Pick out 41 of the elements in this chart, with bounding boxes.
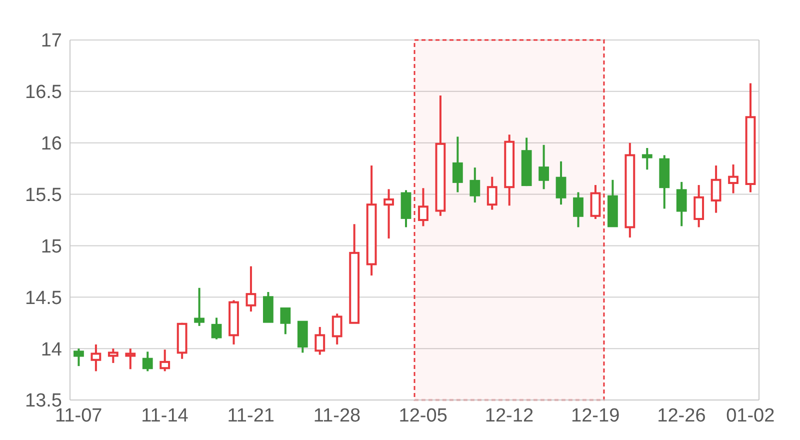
candlestick [332, 312, 342, 346]
candlestick [452, 136, 463, 194]
y-tick-label: 16.5 [25, 82, 62, 104]
candlestick [142, 350, 153, 372]
x-tick-label: 12-05 [398, 405, 448, 426]
x-tick-label: 11-14 [141, 405, 189, 426]
x-tick-label: 11-28 [313, 405, 361, 426]
candlestick [314, 326, 326, 356]
candlestick [90, 343, 102, 372]
y-tick-label: 14.5 [25, 288, 62, 309]
candlestick [108, 348, 118, 364]
candlestick [590, 184, 601, 220]
candlestick [538, 144, 549, 190]
candlestick [384, 188, 394, 240]
candlestick [280, 307, 291, 336]
candlestick [710, 164, 722, 214]
x-tick-label: 12-26 [657, 405, 706, 426]
candlestick [125, 348, 136, 370]
y-tick-label: 14 [40, 339, 62, 360]
candlestick [556, 160, 566, 206]
y-tick-label: 15 [40, 236, 62, 258]
candlestick [418, 187, 428, 228]
x-tick-label: 01-02 [726, 405, 775, 426]
candlestick [573, 191, 584, 228]
candlestick [160, 348, 170, 372]
candlestick [676, 180, 687, 228]
y-tick-label: 17 [40, 30, 62, 52]
candlestick [194, 286, 204, 327]
candlestick [211, 316, 222, 340]
y-tick-label: 15.5 [25, 185, 62, 206]
candlestick [728, 163, 738, 194]
candlestick [694, 184, 704, 228]
x-tick-label: 11-21 [227, 405, 274, 426]
x-tick-label: 12-12 [484, 405, 534, 426]
x-tick-label: 12-19 [571, 405, 620, 426]
candlestick [246, 265, 256, 313]
candlestick [74, 348, 84, 368]
candlestick [642, 147, 652, 171]
candlestick [486, 176, 498, 211]
candlestick [470, 166, 480, 204]
y-tick-label: 16 [40, 134, 62, 155]
